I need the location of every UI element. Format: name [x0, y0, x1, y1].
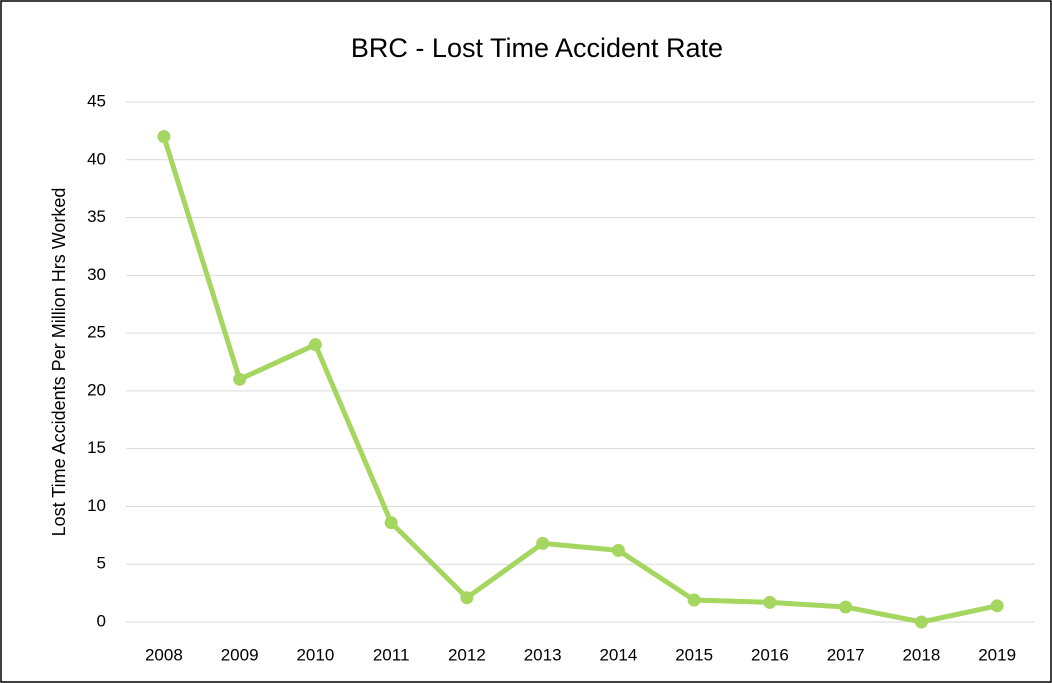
y-tick-label: 45: [87, 91, 106, 110]
data-point: [839, 600, 853, 614]
x-tick-label: 2015: [675, 645, 713, 664]
y-axis-label: Lost Time Accidents Per Million Hrs Work…: [49, 188, 69, 537]
x-tick-label: 2011: [373, 645, 410, 664]
chart-title: BRC - Lost Time Accident Rate: [351, 33, 723, 63]
data-point: [763, 595, 777, 609]
x-tick-label: 2008: [145, 645, 183, 664]
data-point: [611, 543, 625, 557]
x-tick-label: 2013: [524, 645, 562, 664]
data-point: [157, 130, 171, 144]
y-tick-label: 25: [87, 323, 106, 342]
data-point: [308, 338, 322, 352]
x-tick-label: 2018: [902, 645, 940, 664]
y-tick-label: 35: [87, 207, 106, 226]
data-point: [536, 536, 550, 550]
y-tick-label: 40: [87, 149, 106, 168]
x-tick-label: 2012: [448, 645, 486, 664]
data-point: [687, 593, 701, 607]
y-tick-label: 15: [87, 438, 106, 457]
data-point: [990, 599, 1004, 613]
y-tick-label: 30: [87, 265, 106, 284]
x-tick-label: 2010: [296, 645, 334, 664]
data-point: [233, 372, 247, 386]
y-tick-label: 5: [97, 554, 106, 573]
data-point: [384, 516, 398, 530]
x-tick-label: 2014: [599, 645, 637, 664]
y-tick-label: 20: [87, 380, 106, 399]
x-tick-label: 2017: [827, 645, 865, 664]
y-tick-label: 0: [97, 611, 106, 630]
x-tick-label: 2016: [751, 645, 789, 664]
x-tick-label: 2009: [221, 645, 259, 664]
y-tick-label: 10: [87, 496, 106, 515]
data-point: [914, 615, 928, 629]
x-tick-label: 2019: [978, 645, 1016, 664]
data-point: [460, 591, 474, 605]
data-line: [161, 135, 998, 625]
